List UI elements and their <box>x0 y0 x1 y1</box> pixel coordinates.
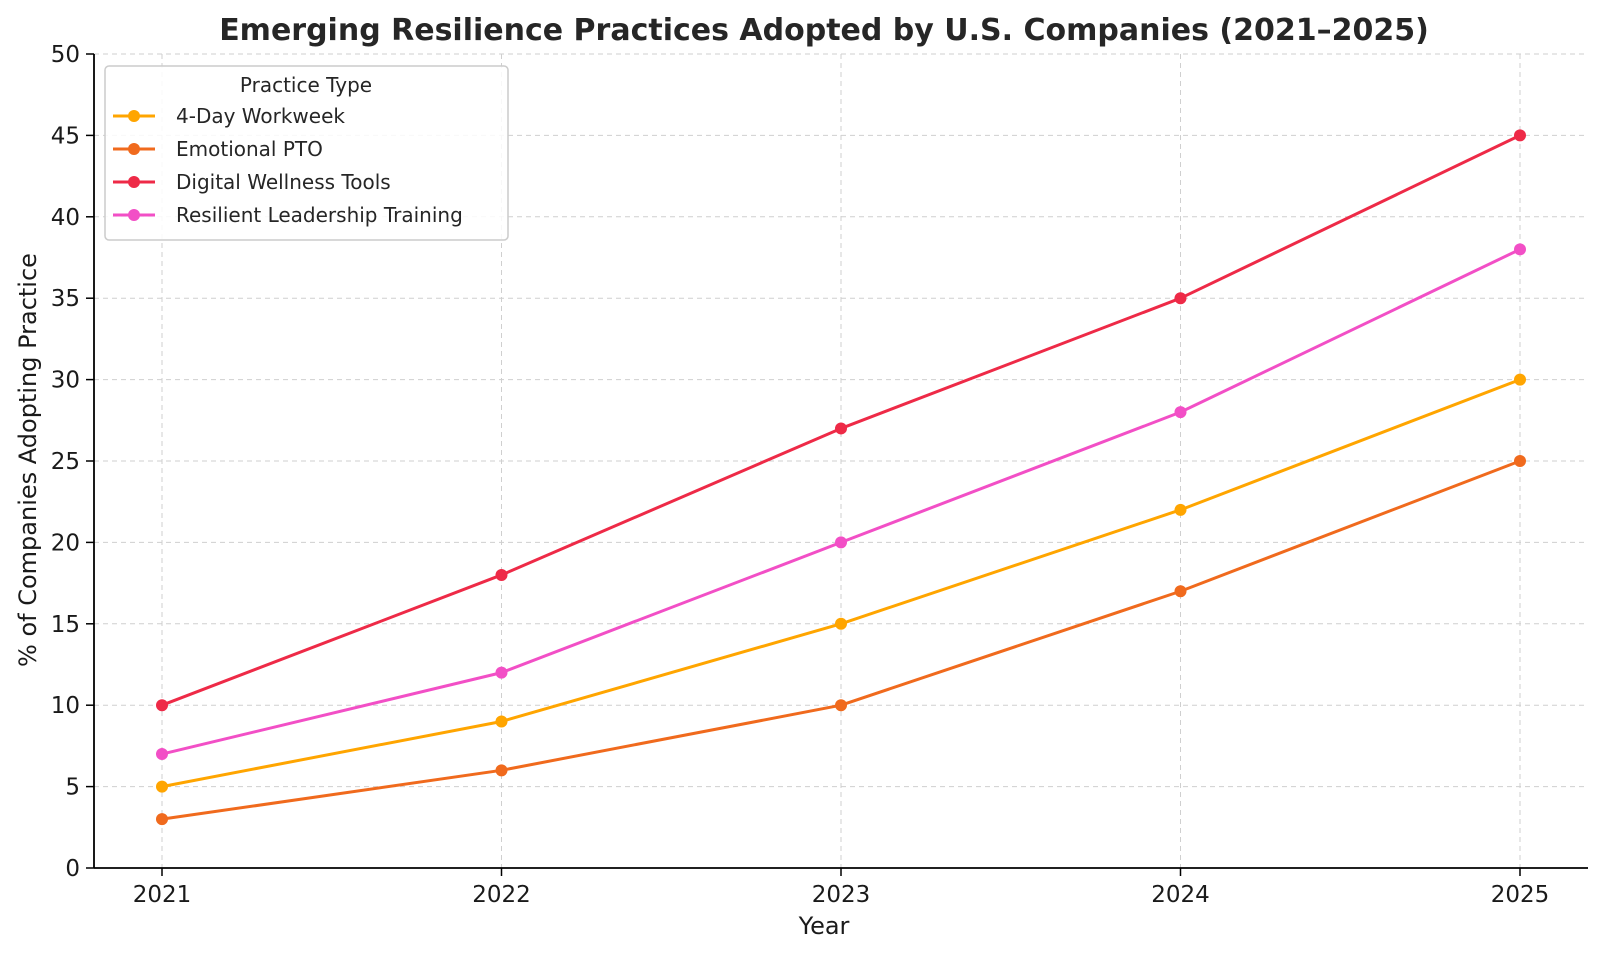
data-point <box>156 699 168 712</box>
data-point <box>495 568 508 581</box>
y-tick-label: 10 <box>51 693 80 719</box>
data-point <box>1174 292 1187 305</box>
y-tick-label: 15 <box>51 612 80 638</box>
data-point <box>495 715 508 728</box>
series-group <box>156 129 1526 826</box>
y-tick-label: 20 <box>51 530 80 556</box>
y-tick-label: 5 <box>65 775 80 801</box>
legend-item-4-day-workweek: 4-Day Workweek <box>113 104 345 128</box>
data-point <box>1514 455 1526 467</box>
x-tick-label: 2021 <box>133 882 192 908</box>
series-digital-wellness-tools <box>156 129 1526 712</box>
chart-title: Emerging Resilience Practices Adopted by… <box>219 13 1429 48</box>
legend-frame <box>104 65 509 241</box>
legend-marker <box>128 143 140 155</box>
legend-label: Emotional PTO <box>176 137 323 161</box>
series-resilient-leadership-training <box>156 243 1526 761</box>
data-point <box>835 422 847 435</box>
data-point <box>1174 585 1187 598</box>
legend-label: Digital Wellness Tools <box>176 170 391 194</box>
data-point <box>1174 406 1187 419</box>
data-point <box>1174 503 1187 516</box>
y-tick-label: 30 <box>51 368 80 394</box>
legend-entries: 4-Day Workweek Emotional PTO Digital Welln… <box>113 104 463 227</box>
data-point <box>156 813 168 826</box>
data-point <box>1514 129 1526 142</box>
legend-item-resilient-leadership-training: Resilient Leadership Training <box>113 203 463 227</box>
y-tick-label: 40 <box>51 205 80 231</box>
y-axis-label: % of Companies Adopting Practice <box>14 253 42 667</box>
legend-title: Practice Type <box>240 73 372 97</box>
data-point <box>156 780 168 793</box>
legend-label: 4-Day Workweek <box>176 104 345 128</box>
x-tick-label: 2025 <box>1491 882 1550 908</box>
legend-marker <box>128 110 140 122</box>
data-point <box>835 699 847 712</box>
y-tick-label: 25 <box>51 449 80 475</box>
x-axis-label: Year <box>798 912 850 940</box>
y-tick-label: 45 <box>51 123 80 149</box>
x-tick-label: 2023 <box>812 882 871 908</box>
y-tick-label: 0 <box>65 856 80 882</box>
legend-label: Resilient Leadership Training <box>176 203 463 227</box>
legend-marker <box>128 176 140 188</box>
data-point <box>495 764 508 777</box>
y-tick-label: 50 <box>51 42 80 68</box>
series-4-day-workweek <box>156 373 1526 793</box>
data-point <box>835 617 847 630</box>
series-line <box>161 378 1521 789</box>
legend-item-digital-wellness-tools: Digital Wellness Tools <box>113 170 391 194</box>
legend-item-emotional-pto: Emotional PTO <box>113 137 323 161</box>
data-point <box>156 748 168 761</box>
data-point <box>835 536 847 549</box>
series-emotional-pto <box>156 455 1526 826</box>
legend: Practice Type 4-Day Workweek Emotional PT… <box>104 65 509 241</box>
x-tick-label: 2022 <box>472 882 531 908</box>
y-tick-label: 35 <box>51 286 80 312</box>
x-tick-label: 2024 <box>1151 882 1210 908</box>
data-point <box>495 666 508 679</box>
data-point <box>1514 243 1526 256</box>
legend-marker <box>128 209 140 221</box>
data-point <box>1514 373 1526 386</box>
